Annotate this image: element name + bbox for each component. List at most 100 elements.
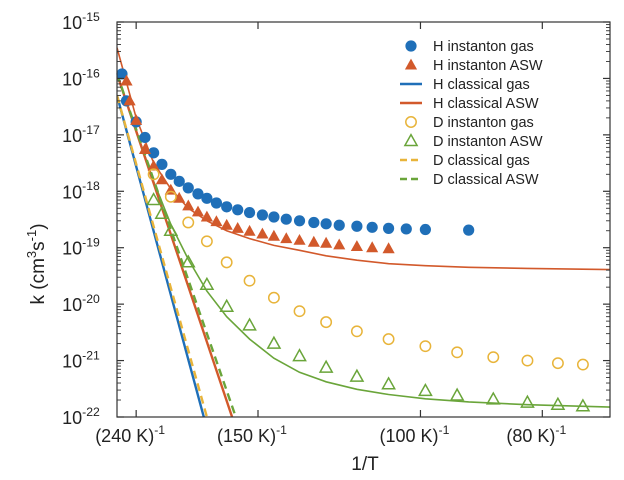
data-point bbox=[320, 236, 333, 248]
legend-entry: H classical gas bbox=[400, 77, 530, 93]
data-point bbox=[280, 213, 292, 225]
data-point bbox=[550, 396, 566, 410]
y-tick-label: 10-20 bbox=[62, 292, 100, 315]
data-point bbox=[163, 222, 179, 236]
y-tick-label: 10-17 bbox=[62, 123, 100, 146]
data-point bbox=[232, 204, 244, 216]
data-point bbox=[201, 192, 213, 204]
data-point bbox=[308, 216, 320, 229]
data-point bbox=[138, 143, 152, 154]
data-point bbox=[382, 222, 395, 234]
data-point bbox=[139, 131, 151, 144]
data-point bbox=[220, 218, 233, 230]
data-point bbox=[173, 175, 185, 187]
data-point bbox=[182, 199, 195, 211]
data-point bbox=[267, 229, 280, 241]
data-point bbox=[382, 242, 395, 254]
data-point bbox=[382, 333, 395, 346]
data-point bbox=[199, 276, 215, 291]
legend-entry: D instanton gas bbox=[405, 115, 534, 131]
data-point bbox=[147, 168, 160, 181]
data-point bbox=[116, 68, 128, 80]
y-tick-label: 10-22 bbox=[62, 405, 100, 428]
data-point bbox=[173, 191, 186, 203]
data-point bbox=[349, 368, 365, 382]
data-point bbox=[449, 387, 465, 401]
legend-label: D instanton gas bbox=[433, 115, 534, 131]
data-point bbox=[219, 298, 235, 312]
data-point bbox=[182, 182, 194, 194]
series-h-instanton-gas bbox=[116, 68, 475, 236]
data-point bbox=[210, 197, 223, 209]
data-point bbox=[256, 227, 269, 239]
legend-label: D classical ASW bbox=[433, 172, 539, 188]
legend-label: H classical gas bbox=[433, 77, 530, 93]
plot-frame bbox=[116, 21, 611, 418]
line-h-classical-asw bbox=[117, 73, 234, 417]
series-h-instanton-asw bbox=[120, 74, 395, 254]
y-tick-label: 10-18 bbox=[62, 179, 100, 202]
series-d-instanton-gas bbox=[147, 168, 589, 371]
data-point bbox=[200, 210, 213, 222]
data-point bbox=[280, 232, 293, 244]
legend-swatch bbox=[405, 40, 417, 52]
data-point bbox=[146, 192, 161, 206]
data-point bbox=[210, 215, 223, 227]
data-point bbox=[351, 220, 363, 232]
legend-label: H classical ASW bbox=[433, 96, 539, 112]
data-point bbox=[307, 235, 320, 247]
data-point bbox=[333, 219, 345, 231]
y-axis-label: k (cm3s-1) bbox=[24, 223, 49, 304]
data-point bbox=[350, 325, 363, 338]
data-point bbox=[148, 147, 160, 159]
legend-swatch bbox=[405, 116, 417, 128]
data-point bbox=[182, 216, 195, 229]
legend: H instanton gas H instanton ASW H classica… bbox=[400, 39, 543, 188]
line-d-classical-asw bbox=[117, 73, 237, 417]
data-point bbox=[575, 398, 591, 412]
data-point bbox=[243, 206, 256, 219]
data-point bbox=[256, 209, 268, 221]
x-axis-label: 1/T bbox=[351, 454, 379, 475]
data-point bbox=[267, 291, 280, 304]
data-point bbox=[419, 223, 431, 236]
data-point bbox=[154, 205, 170, 219]
x-tick-label: (80 K)-1 bbox=[506, 423, 566, 446]
legend-entry: D instanton ASW bbox=[403, 133, 543, 150]
legend-entry: H instanton gas bbox=[405, 39, 534, 55]
data-point bbox=[333, 238, 346, 250]
line-d-classical-gas bbox=[117, 95, 209, 417]
series-d-instanton-asw bbox=[146, 192, 591, 412]
data-point bbox=[551, 357, 564, 370]
data-point bbox=[180, 254, 196, 268]
data-point bbox=[156, 158, 168, 170]
data-point bbox=[520, 394, 535, 408]
data-point bbox=[242, 317, 257, 331]
data-point bbox=[576, 358, 589, 371]
data-point bbox=[320, 218, 332, 230]
data-point bbox=[192, 188, 204, 200]
data-point bbox=[268, 211, 280, 223]
data-point bbox=[266, 335, 282, 349]
legend-label: D instanton ASW bbox=[433, 134, 543, 150]
legend-entry: H instanton ASW bbox=[404, 58, 543, 74]
legend-entry: D classical gas bbox=[400, 153, 530, 169]
data-point bbox=[155, 173, 168, 185]
data-point bbox=[366, 221, 378, 233]
data-point bbox=[318, 359, 334, 373]
x-tick-label: (100 K)-1 bbox=[380, 423, 450, 446]
data-point bbox=[147, 159, 160, 171]
data-point bbox=[451, 346, 464, 359]
data-point bbox=[243, 224, 256, 236]
data-point bbox=[164, 190, 177, 203]
data-point bbox=[123, 94, 136, 106]
data-point bbox=[120, 74, 133, 86]
classical-lines bbox=[117, 73, 237, 417]
y-tick-label: 10-19 bbox=[62, 236, 100, 259]
data-point bbox=[521, 354, 534, 367]
y-tick-label: 10-15 bbox=[62, 10, 100, 33]
data-point bbox=[293, 215, 306, 227]
legend-swatch bbox=[404, 58, 418, 70]
data-point bbox=[381, 376, 396, 390]
